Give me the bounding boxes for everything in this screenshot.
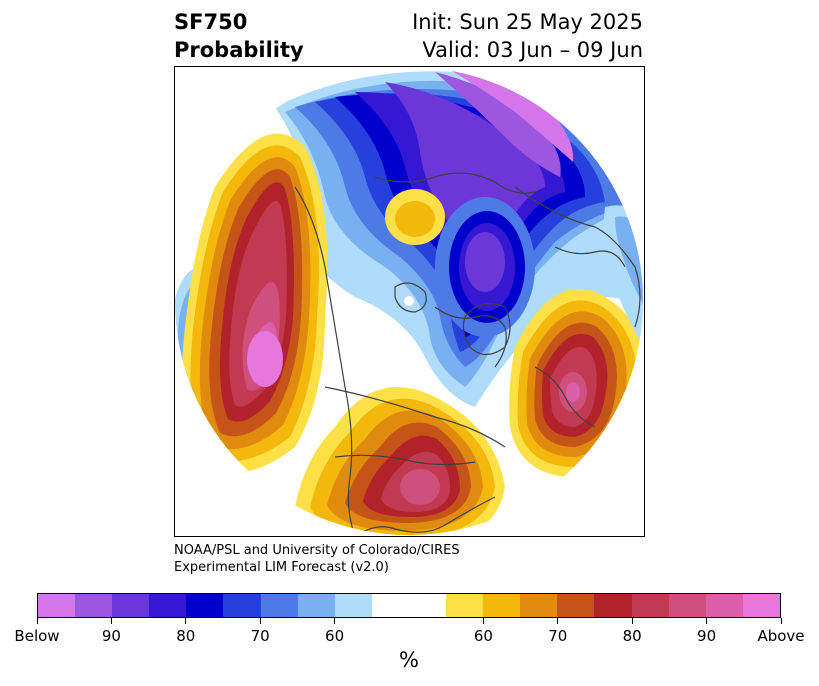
colorbar-below-4 (186, 594, 224, 617)
map-panel (174, 66, 645, 537)
colorbar-below-7 (297, 594, 335, 617)
north-pole-marker (404, 296, 414, 306)
colorbar-tick-label: 80 (622, 627, 642, 645)
colorbar-above-0 (446, 594, 484, 617)
colorbar-tick-label: Below (14, 627, 60, 645)
colorbar-tick (482, 618, 484, 624)
probability-map (175, 67, 643, 535)
colorbar-above-8 (742, 594, 780, 617)
colorbar-below-6 (260, 594, 298, 617)
colorbar-above-6 (668, 594, 706, 617)
credit-text: NOAA/PSL and University of Colorado/CIRE… (174, 542, 460, 576)
anomaly-eastern-north-america-above (295, 387, 505, 535)
colorbar-tick (334, 618, 336, 624)
anomaly-arctic-above-small (385, 189, 445, 245)
colorbar-above-4 (594, 594, 632, 617)
colorbar-below-1 (75, 594, 113, 617)
map-disk (175, 67, 643, 535)
coastlines (234, 86, 643, 535)
title-variable: SF750 (174, 10, 248, 34)
colorbar-tick-label: 60 (325, 627, 345, 645)
colorbar-tick-label: 80 (176, 627, 196, 645)
credit-line-1: NOAA/PSL and University of Colorado/CIRE… (174, 543, 460, 558)
colorbar (37, 593, 781, 618)
colorbar-above-2 (520, 594, 558, 617)
colorbar-above-3 (557, 594, 595, 617)
valid-date-range: Valid: 03 Jun – 09 Jun (422, 38, 643, 62)
chart-title: SF750 Probability (174, 8, 304, 64)
credit-line-2: Experimental LIM Forecast (v2.0) (174, 560, 389, 575)
colorbar-tick (706, 618, 708, 624)
colorbar-above-1 (483, 594, 521, 617)
colorbar-tick-label: 90 (697, 627, 717, 645)
colorbar-below-5 (223, 594, 261, 617)
colorbar-below-3 (149, 594, 187, 617)
colorbar-tick (36, 618, 38, 624)
forecast-dates: Init: Sun 25 May 2025 Valid: 03 Jun – 09… (412, 8, 643, 64)
colorbar-tick (185, 618, 187, 624)
colorbar-tick (780, 618, 782, 624)
colorbar-tick (110, 618, 112, 624)
colorbar-above-5 (631, 594, 669, 617)
colorbar-tick-label: 60 (473, 627, 493, 645)
anomaly-north-pacific-above (181, 133, 328, 474)
anomaly-canadian-arctic-below (435, 197, 535, 337)
colorbar-tick-label: 70 (250, 627, 270, 645)
colorbar-below-2 (112, 594, 150, 617)
colorbar-below-0 (38, 594, 76, 617)
colorbar-tick (259, 618, 261, 624)
colorbar-unit: % (399, 648, 419, 672)
colorbar-tick-label: 70 (548, 627, 568, 645)
colorbar-tick (631, 618, 633, 624)
colorbar-tick (557, 618, 559, 624)
colorbar-above-7 (705, 594, 743, 617)
colorbar-below-8 (334, 594, 372, 617)
init-date: Init: Sun 25 May 2025 (412, 10, 643, 34)
title-metric: Probability (174, 38, 304, 62)
colorbar-tick-label: 90 (101, 627, 121, 645)
colorbar-neutral (371, 594, 447, 617)
colorbar-tick-label: Above (757, 627, 805, 645)
